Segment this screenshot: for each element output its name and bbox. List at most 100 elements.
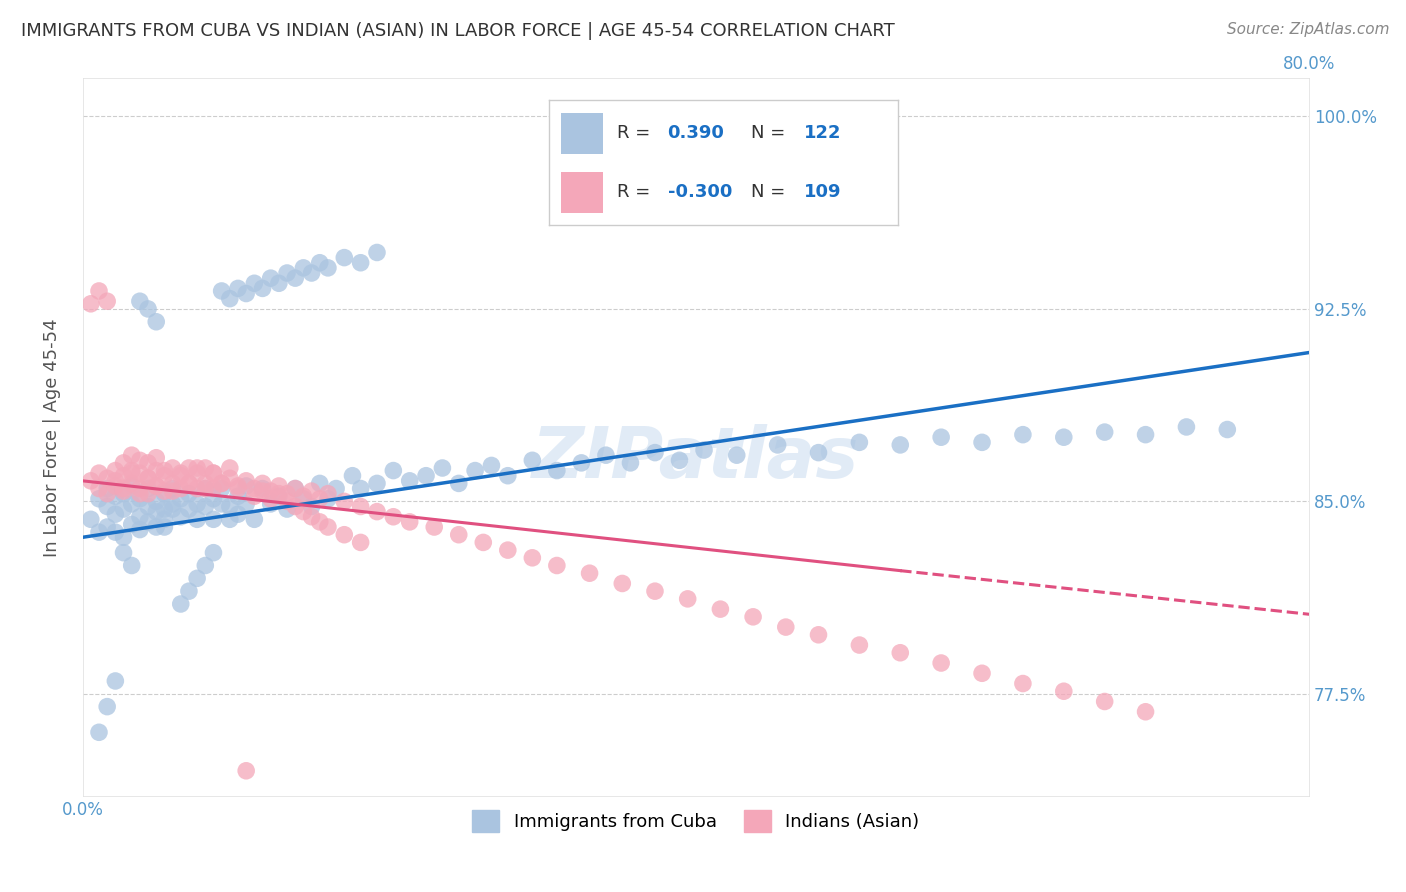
Point [970,435,993,450]
Point [136,471,159,485]
Point [889,438,911,452]
Point [243,512,266,526]
Point [342,468,364,483]
Point [725,448,748,462]
Point [267,479,290,493]
Point [170,597,193,611]
Point [153,468,176,483]
Text: Source: ZipAtlas.com: Source: ZipAtlas.com [1226,22,1389,37]
Point [170,509,193,524]
Point [301,266,323,280]
Point [96,699,118,714]
Point [349,535,371,549]
Point [496,468,519,483]
Point [284,482,307,496]
Point [136,515,159,529]
Point [194,482,217,496]
Point [316,520,339,534]
Point [284,271,307,285]
Point [252,476,274,491]
Point [136,456,159,470]
Point [929,656,952,670]
Point [177,502,200,516]
Point [301,500,323,514]
Point [104,474,127,488]
Point [267,277,290,291]
Point [366,476,388,491]
Point [292,260,315,275]
Point [276,502,298,516]
Point [447,527,470,541]
Point [177,476,200,491]
Point [398,515,420,529]
Point [292,505,315,519]
Point [145,494,167,508]
Point [162,484,184,499]
Point [121,558,143,573]
Point [316,491,339,506]
Point [202,466,225,480]
Point [162,497,184,511]
Point [382,464,405,478]
Point [260,271,283,285]
Point [218,500,240,514]
Point [145,315,167,329]
Point [226,507,249,521]
Point [218,512,240,526]
Point [145,479,167,493]
Point [96,294,118,309]
Point [186,461,208,475]
Point [260,497,283,511]
Point [87,482,110,496]
Point [104,525,127,540]
Point [112,456,135,470]
Point [546,558,568,573]
Point [218,471,240,485]
Point [709,602,731,616]
Point [128,453,150,467]
Point [316,260,339,275]
Point [260,491,283,506]
Point [96,482,118,496]
Point [153,484,176,499]
Point [226,281,249,295]
Point [177,486,200,500]
Point [235,479,257,493]
Point [104,479,127,493]
Point [1012,676,1035,690]
Point [128,294,150,309]
Point [104,489,127,503]
Point [398,474,420,488]
Point [252,281,274,295]
Point [366,245,388,260]
Point [128,486,150,500]
Point [186,571,208,585]
Point [693,443,716,458]
Point [889,646,911,660]
Point [177,461,200,475]
Point [292,489,315,503]
Point [366,505,388,519]
Point [1053,684,1076,698]
Point [333,251,356,265]
Point [136,500,159,514]
Text: ZIPatlas: ZIPatlas [533,425,859,493]
Point [252,482,274,496]
Point [87,284,110,298]
Point [136,482,159,496]
Point [522,550,544,565]
Point [145,520,167,534]
Point [481,458,503,473]
Point [612,576,634,591]
Point [112,482,135,496]
Point [243,277,266,291]
Point [121,497,143,511]
Point [807,628,830,642]
Point [87,525,110,540]
Point [96,471,118,485]
Point [929,430,952,444]
Point [104,464,127,478]
Point [349,500,371,514]
Point [644,445,666,459]
Point [226,479,249,493]
